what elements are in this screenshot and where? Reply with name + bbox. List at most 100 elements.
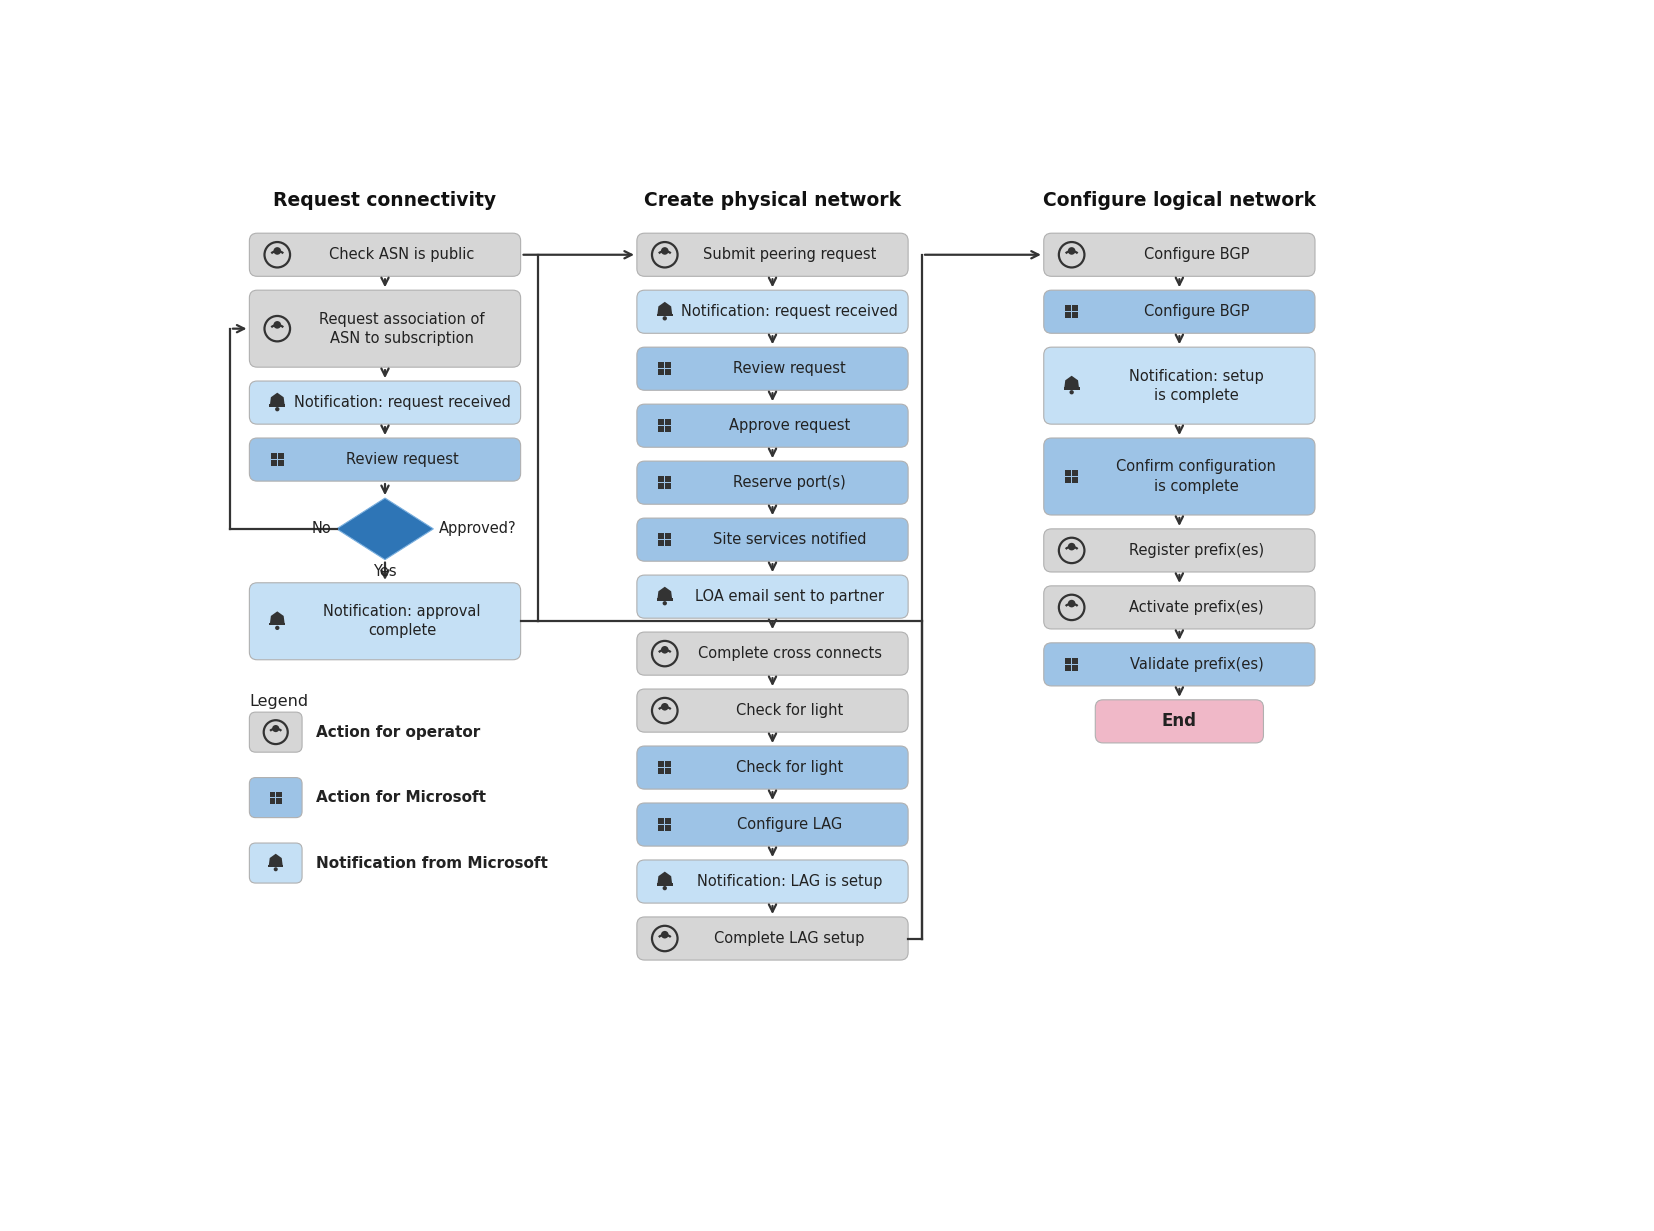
Circle shape: [662, 703, 668, 710]
Text: Configure BGP: Configure BGP: [1143, 247, 1249, 262]
Bar: [665, 768, 672, 774]
Text: Configure logical network: Configure logical network: [1044, 191, 1317, 211]
Bar: [1072, 478, 1078, 483]
Text: Approved?: Approved?: [438, 522, 516, 537]
Bar: [658, 540, 665, 547]
FancyBboxPatch shape: [250, 438, 521, 481]
Text: Submit peering request: Submit peering request: [703, 247, 877, 262]
Bar: [270, 792, 275, 796]
Text: Check ASN is public: Check ASN is public: [329, 247, 475, 262]
Bar: [1065, 305, 1072, 311]
Text: Reserve port(s): Reserve port(s): [733, 475, 845, 490]
FancyBboxPatch shape: [637, 575, 908, 618]
Text: Create physical network: Create physical network: [643, 191, 901, 211]
Bar: [1065, 659, 1072, 664]
Bar: [665, 819, 672, 824]
Circle shape: [273, 867, 278, 872]
Bar: [658, 476, 665, 483]
FancyBboxPatch shape: [1044, 643, 1315, 686]
Text: Review request: Review request: [733, 361, 845, 377]
FancyBboxPatch shape: [637, 746, 908, 789]
FancyBboxPatch shape: [250, 712, 303, 752]
Circle shape: [1070, 390, 1073, 394]
FancyBboxPatch shape: [637, 291, 908, 334]
Text: Notification: LAG is setup: Notification: LAG is setup: [696, 874, 882, 889]
Bar: [271, 453, 276, 459]
Text: Activate prefix(es): Activate prefix(es): [1130, 599, 1264, 616]
FancyBboxPatch shape: [250, 582, 521, 660]
FancyBboxPatch shape: [1044, 233, 1315, 276]
Bar: [665, 426, 672, 432]
Bar: [658, 484, 665, 489]
Text: Site services notified: Site services notified: [713, 532, 867, 547]
Text: Configure LAG: Configure LAG: [738, 817, 842, 832]
FancyBboxPatch shape: [637, 803, 908, 846]
FancyBboxPatch shape: [250, 291, 521, 367]
FancyBboxPatch shape: [250, 843, 303, 883]
Bar: [665, 540, 672, 547]
Text: Configure BGP: Configure BGP: [1143, 304, 1249, 319]
FancyBboxPatch shape: [637, 347, 908, 390]
Bar: [665, 362, 672, 368]
Circle shape: [273, 725, 280, 732]
Polygon shape: [657, 872, 672, 884]
Text: No: No: [311, 522, 331, 537]
FancyBboxPatch shape: [250, 382, 521, 425]
Bar: [1064, 388, 1080, 390]
Text: Review request: Review request: [346, 452, 458, 467]
Text: Approve request: Approve request: [729, 419, 850, 433]
Bar: [657, 884, 673, 885]
Circle shape: [663, 601, 667, 606]
Bar: [658, 761, 665, 767]
Text: Check for light: Check for light: [736, 760, 844, 776]
Polygon shape: [270, 612, 284, 624]
Bar: [657, 598, 673, 601]
Bar: [658, 369, 665, 375]
Circle shape: [662, 247, 668, 255]
Bar: [1065, 665, 1072, 671]
Text: Legend: Legend: [250, 694, 309, 709]
Bar: [665, 761, 672, 767]
Polygon shape: [337, 499, 433, 560]
Text: Notification: approval
complete: Notification: approval complete: [323, 604, 481, 639]
Text: Yes: Yes: [374, 564, 397, 580]
Bar: [665, 420, 672, 425]
Bar: [665, 533, 672, 539]
FancyBboxPatch shape: [637, 689, 908, 732]
Text: Request connectivity: Request connectivity: [273, 191, 496, 211]
Bar: [665, 476, 672, 483]
Bar: [1065, 470, 1072, 476]
Bar: [276, 792, 281, 796]
Circle shape: [273, 321, 281, 329]
Bar: [1072, 665, 1078, 671]
Bar: [1072, 470, 1078, 476]
Bar: [657, 314, 673, 316]
Text: Notification: request received: Notification: request received: [294, 395, 511, 410]
Bar: [1065, 478, 1072, 483]
Bar: [658, 819, 665, 824]
Bar: [270, 404, 284, 406]
Bar: [278, 453, 284, 459]
Circle shape: [273, 247, 281, 255]
FancyBboxPatch shape: [637, 462, 908, 505]
Circle shape: [1068, 247, 1075, 255]
FancyBboxPatch shape: [637, 233, 908, 276]
Bar: [271, 460, 276, 467]
Bar: [658, 825, 665, 831]
Bar: [1072, 659, 1078, 664]
FancyBboxPatch shape: [637, 518, 908, 561]
FancyBboxPatch shape: [1044, 586, 1315, 629]
Bar: [1065, 313, 1072, 318]
Bar: [278, 460, 284, 467]
FancyBboxPatch shape: [637, 917, 908, 960]
Text: Complete LAG setup: Complete LAG setup: [715, 931, 865, 945]
Bar: [268, 864, 283, 867]
FancyBboxPatch shape: [637, 404, 908, 447]
Polygon shape: [1064, 375, 1078, 389]
FancyBboxPatch shape: [1095, 699, 1264, 744]
Text: LOA email sent to partner: LOA email sent to partner: [695, 590, 883, 604]
Text: Action for operator: Action for operator: [316, 725, 480, 740]
Circle shape: [275, 407, 280, 411]
Text: Confirm configuration
is complete: Confirm configuration is complete: [1116, 459, 1277, 494]
Circle shape: [663, 886, 667, 890]
